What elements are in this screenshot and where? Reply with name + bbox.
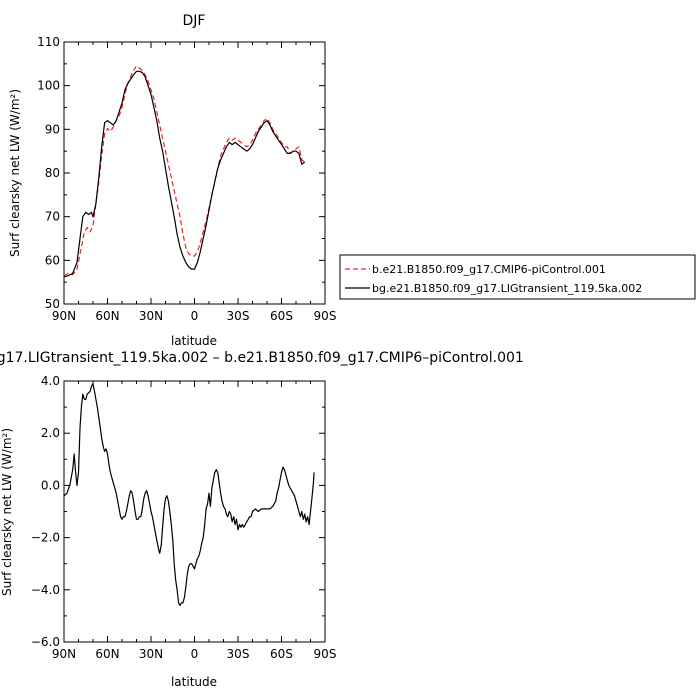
series-line-0 bbox=[63, 65, 306, 277]
bottom-chart-x-ticks: 90N 60N 30N 0 30S 60S 90S bbox=[52, 381, 337, 661]
x-tick-label: 30N bbox=[139, 309, 163, 323]
y-tick-label: 90 bbox=[45, 122, 60, 136]
x-tick-label: 60N bbox=[95, 647, 119, 661]
x-tick-label: 90N bbox=[52, 647, 76, 661]
top-chart-xlabel: latitude bbox=[171, 334, 217, 348]
y-tick-label: −2.0 bbox=[31, 531, 60, 545]
x-tick-label: 0 bbox=[191, 309, 199, 323]
top-chart-axes bbox=[63, 41, 326, 305]
plot-frame bbox=[63, 380, 326, 643]
x-tick-label: 30N bbox=[139, 647, 163, 661]
x-tick-label: 60N bbox=[95, 309, 119, 323]
y-tick-label: 100 bbox=[37, 79, 60, 93]
top-chart: DJF 90N 60N 30N 0 30S 60S 90S 50 60 70 80 90 100 110… bbox=[8, 13, 696, 348]
x-tick-label: 60S bbox=[270, 309, 293, 323]
bottom-chart-axes bbox=[63, 380, 326, 643]
y-tick-label: 80 bbox=[45, 166, 60, 180]
bottom-chart: bg.e21.B1850.f09_g17.LIGtransient_119.5k… bbox=[0, 350, 524, 689]
y-tick-label: 2.0 bbox=[41, 426, 60, 440]
bottom-chart-ylabel: Surf clearsky net LW (W/m²) bbox=[0, 428, 14, 596]
y-tick-label: 0.0 bbox=[41, 478, 60, 492]
top-chart-series bbox=[63, 65, 306, 278]
legend-label-lig: bg.e21.B1850.f09_g17.LIGtransient_119.5k… bbox=[372, 282, 642, 295]
bottom-chart-xlabel: latitude bbox=[171, 675, 217, 689]
top-chart-x-ticks: 90N 60N 30N 0 30S 60S 90S bbox=[52, 42, 337, 323]
y-tick-label: 110 bbox=[37, 35, 60, 49]
top-chart-y-ticks: 50 60 70 80 90 100 110 bbox=[37, 35, 325, 311]
y-tick-label: 60 bbox=[45, 253, 60, 267]
series-line-1 bbox=[63, 70, 306, 278]
y-tick-label: −4.0 bbox=[31, 583, 60, 597]
bottom-chart-y-ticks: −6.0 −4.0 −2.0 0.0 2.0 4.0 bbox=[31, 374, 325, 649]
x-tick-label: 0 bbox=[191, 647, 199, 661]
legend-box bbox=[339, 254, 696, 300]
bottom-chart-title: bg.e21.B1850.f09_g17.LIGtransient_119.5k… bbox=[0, 350, 524, 366]
series-line-0 bbox=[63, 383, 315, 607]
legend: b.e21.B1850.f09_g17.CMIP6-piControl.001 … bbox=[339, 254, 696, 300]
bottom-chart-series bbox=[63, 383, 315, 607]
top-chart-ylabel: Surf clearsky net LW (W/m²) bbox=[8, 89, 22, 257]
legend-label-control: b.e21.B1850.f09_g17.CMIP6-piControl.001 bbox=[372, 263, 606, 276]
y-tick-label: −6.0 bbox=[31, 635, 60, 649]
x-tick-label: 30S bbox=[227, 309, 250, 323]
top-chart-title: DJF bbox=[183, 13, 206, 29]
x-tick-label: 60S bbox=[270, 647, 293, 661]
y-tick-label: 50 bbox=[45, 297, 60, 311]
x-tick-label: 90N bbox=[52, 309, 76, 323]
plot-frame bbox=[63, 41, 326, 305]
x-tick-label: 30S bbox=[227, 647, 250, 661]
x-tick-label: 90S bbox=[314, 647, 337, 661]
y-tick-label: 4.0 bbox=[41, 374, 60, 388]
y-tick-label: 70 bbox=[45, 210, 60, 224]
x-tick-label: 90S bbox=[314, 309, 337, 323]
